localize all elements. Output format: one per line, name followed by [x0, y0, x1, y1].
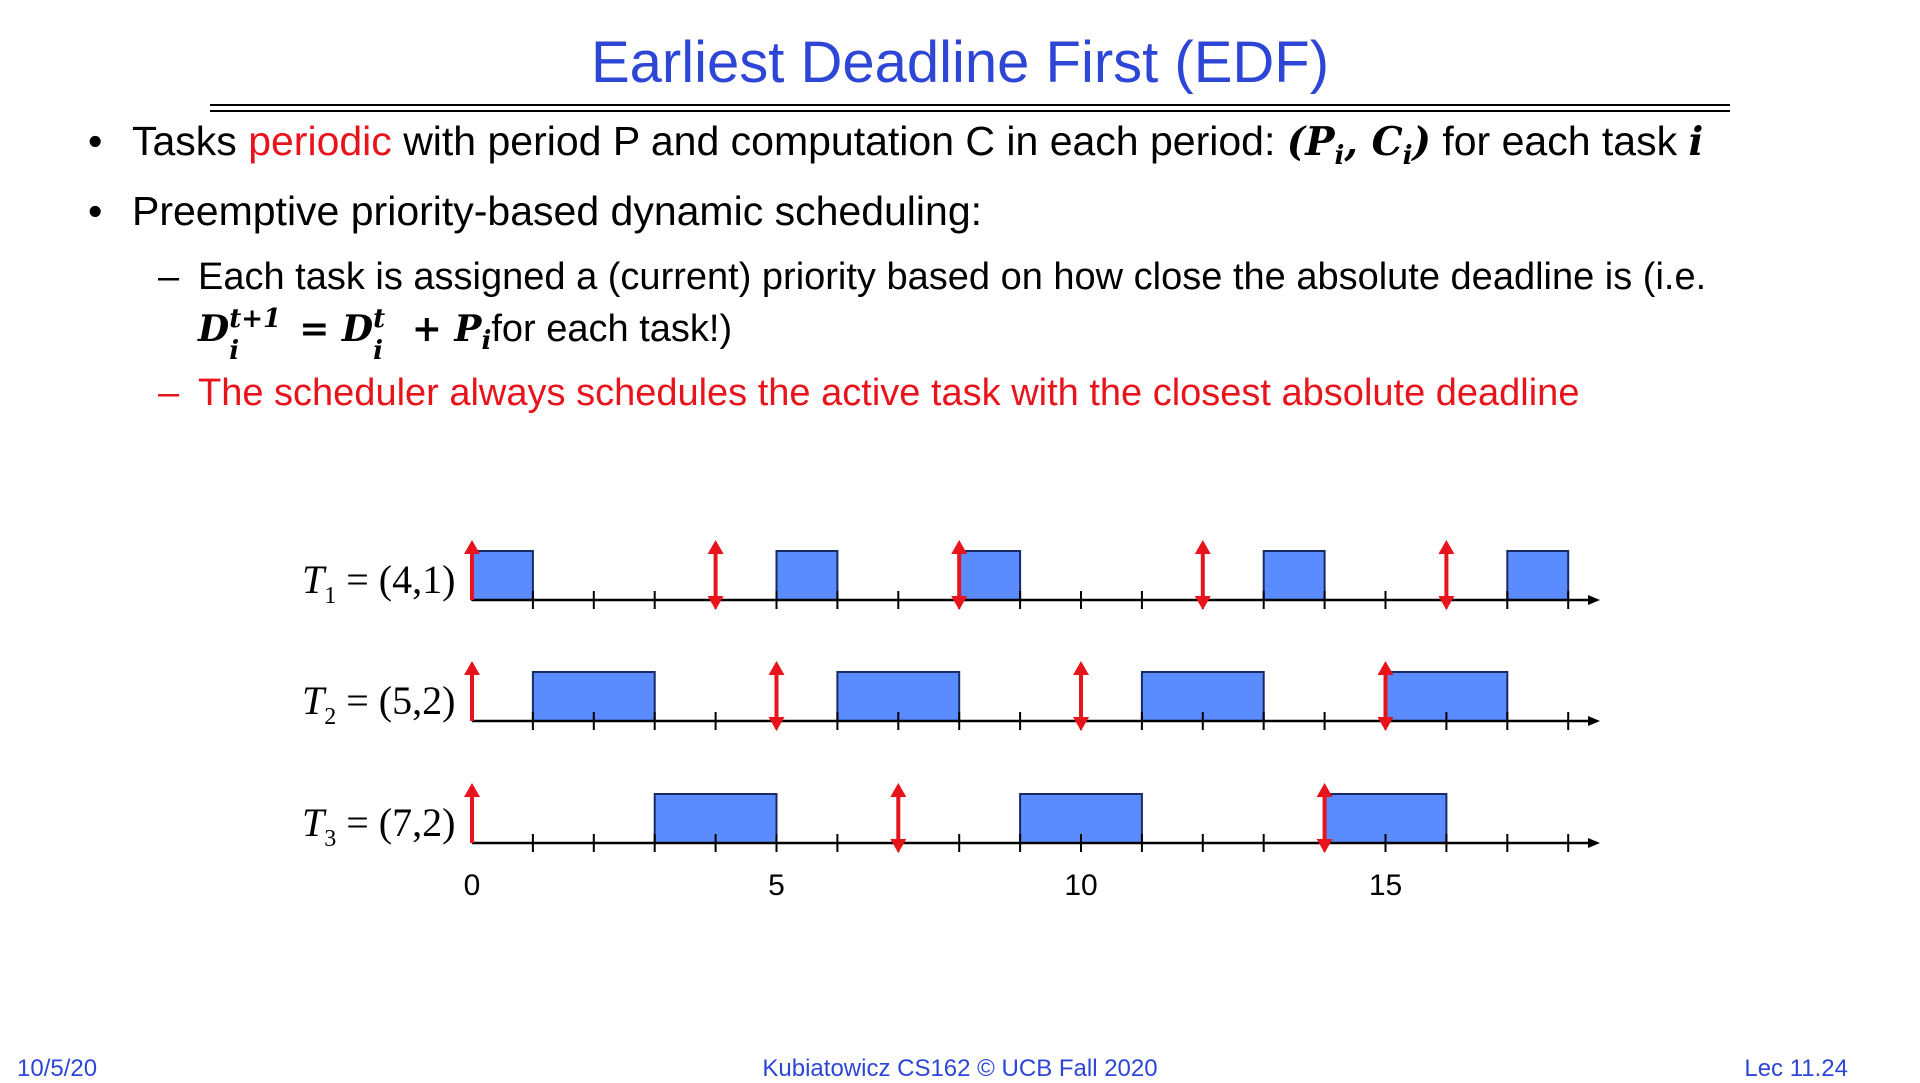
footer-lecture: Lec 11.24	[1744, 1055, 1848, 1082]
footer-course: Kubiatowicz CS162 © UCB Fall 2020	[762, 1055, 1158, 1082]
arrow-head-down	[1438, 596, 1455, 610]
arrow-head-down	[1194, 596, 1211, 610]
x-tick-label: 10	[1064, 869, 1097, 902]
axis-arrowhead	[1588, 716, 1600, 726]
task-label: T2 = (5,2)	[302, 678, 455, 730]
arrow-head-up	[464, 661, 480, 675]
arrow-head-up	[951, 540, 968, 554]
periodic-highlight: periodic	[248, 118, 392, 164]
subbullet-text: Each task is assigned a (current) priori…	[198, 256, 1707, 298]
footer-date: 10/5/20	[17, 1055, 98, 1082]
arrow-head-up	[1073, 661, 1089, 675]
execution-bar	[958, 550, 1022, 601]
arrow-head-up	[1316, 783, 1333, 797]
axis-arrowhead	[1588, 595, 1600, 605]
bullet-text: Preemptive priority-based dynamic schedu…	[132, 188, 983, 234]
x-tick-label: 0	[464, 869, 481, 902]
arrow-head-up	[1377, 661, 1394, 675]
dash: –	[158, 372, 180, 414]
axis-arrowhead	[1588, 838, 1600, 848]
bullet-dot: •	[88, 188, 103, 234]
arrow-head-up	[464, 783, 480, 797]
execution-bar	[1262, 550, 1326, 601]
bullet-text: Tasks periodic with period P and computa…	[132, 118, 1704, 171]
arrow-head-down	[1316, 839, 1333, 853]
bullet-dot: •	[88, 118, 103, 164]
arrow-head-down	[890, 839, 907, 853]
title-rule-bottom	[210, 110, 1730, 112]
arrow-head-down	[1073, 717, 1089, 731]
x-tick-label: 5	[768, 869, 785, 902]
arrow-head-down	[1377, 717, 1394, 731]
task-label: T1 = (4,1)	[302, 557, 455, 609]
arrow-head-up	[768, 661, 785, 675]
execution-bar	[471, 550, 534, 601]
dash: –	[158, 256, 180, 298]
x-tick-label: 15	[1369, 869, 1402, 902]
title-rule-top	[210, 104, 1730, 106]
arrow-head-down	[951, 596, 968, 610]
task-params-math: (Pi, Ci)	[1286, 119, 1431, 171]
arrow-head-up	[1438, 540, 1455, 554]
task-label: T3 = (7,2)	[302, 800, 455, 852]
arrow-head-down	[768, 717, 785, 731]
arrow-head-up	[707, 540, 724, 554]
arrow-head-up	[1194, 540, 1211, 554]
arrow-head-up	[464, 540, 480, 554]
arrow-head-down	[707, 596, 724, 610]
slide-title: Earliest Deadline First (EDF)	[590, 30, 1330, 95]
execution-bar	[775, 550, 839, 601]
execution-bar	[1506, 550, 1570, 601]
subbullet-text: The scheduler always schedules the activ…	[198, 372, 1580, 414]
edf-schedule-diagram: T1 = (4,1) T2 = (5,2) T3 = (7,2) 0 5 10 15	[302, 540, 1600, 902]
arrow-head-up	[890, 783, 907, 797]
